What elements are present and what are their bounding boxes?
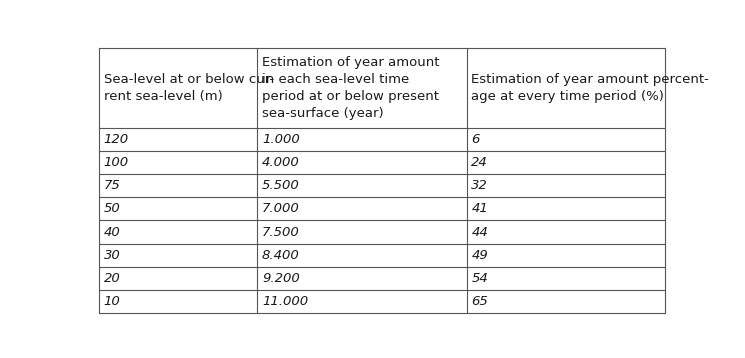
- Text: 8.400: 8.400: [262, 249, 299, 262]
- Text: 5.500: 5.500: [262, 179, 299, 192]
- Text: 54: 54: [472, 272, 488, 285]
- Text: 24: 24: [472, 156, 488, 169]
- Text: 9.200: 9.200: [262, 272, 299, 285]
- Text: Sea-level at or below cur-
rent sea-level (m): Sea-level at or below cur- rent sea-leve…: [104, 73, 273, 103]
- Text: 65: 65: [472, 295, 488, 308]
- Text: 75: 75: [104, 179, 120, 192]
- Text: 40: 40: [104, 226, 120, 238]
- Text: 44: 44: [472, 226, 488, 238]
- Text: 32: 32: [472, 179, 488, 192]
- Text: Estimation of year amount percent-
age at every time period (%): Estimation of year amount percent- age a…: [472, 73, 709, 103]
- Text: 11.000: 11.000: [262, 295, 308, 308]
- Text: 4.000: 4.000: [262, 156, 299, 169]
- Text: 20: 20: [104, 272, 120, 285]
- Text: 6: 6: [472, 133, 480, 146]
- Text: Estimation of year amount
in each sea-level time
period at or below present
sea-: Estimation of year amount in each sea-le…: [262, 56, 440, 120]
- Text: 1.000: 1.000: [262, 133, 299, 146]
- Text: 10: 10: [104, 295, 120, 308]
- Text: 50: 50: [104, 202, 120, 216]
- Text: 7.500: 7.500: [262, 226, 299, 238]
- Text: 7.000: 7.000: [262, 202, 299, 216]
- Text: 30: 30: [104, 249, 120, 262]
- Text: 41: 41: [472, 202, 488, 216]
- Text: 49: 49: [472, 249, 488, 262]
- Text: 120: 120: [104, 133, 129, 146]
- Text: 100: 100: [104, 156, 129, 169]
